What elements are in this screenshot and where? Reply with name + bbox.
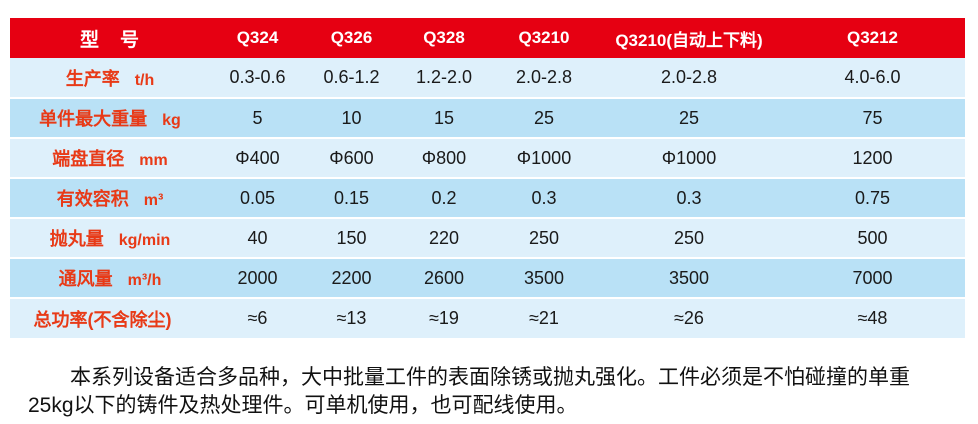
spec-value: 0.05 (210, 177, 305, 218)
row-unit-text: kg/min (118, 232, 171, 249)
row-label-text: 生产率 (65, 68, 120, 89)
spec-value: 4.0-6.0 (844, 67, 901, 87)
row-label-text: 单件最大重量 (39, 109, 148, 129)
spec-value: 0.6-1.2 (323, 67, 380, 87)
spec-row-shot-flow: 抛丸量 kg/min 40 150 220 250 250 500 (10, 217, 965, 258)
row-label-text: 端盘直径 (52, 149, 125, 169)
spec-value: Φ600 (305, 137, 398, 178)
table-header-row: 型 号 Q324 Q326 Q328 Q3210 Q3210(自动上下料) Q3… (10, 18, 965, 58)
row-label-text: 总功率(不含除尘) (33, 309, 172, 330)
spec-value: 2200 (305, 257, 398, 298)
description-line-1: 本系列设备适合多品种，大中批量工件的表面除锈或抛丸强化。工件必须是不怕碰撞的单重 (70, 366, 910, 389)
model-header-q326: Q326 (330, 28, 373, 47)
spec-value: Φ1000 (598, 137, 780, 178)
spec-value: 250 (490, 217, 598, 258)
row-unit-text: mm (139, 152, 168, 169)
spec-value: 1.2-2.0 (415, 67, 473, 87)
spec-value: 2600 (398, 257, 490, 298)
spec-value: 0.15 (305, 177, 398, 218)
spec-value: Φ400 (210, 137, 305, 178)
spec-value: Φ1000 (490, 137, 598, 178)
row-label-disc-diameter: 端盘直径 mm (10, 137, 210, 178)
spec-value: 10 (305, 97, 398, 138)
row-label-total-power: 总功率(不含除尘) (10, 297, 210, 338)
spec-value: 25 (598, 97, 780, 138)
row-label-shot-flow: 抛丸量 kg/min (10, 217, 210, 258)
row-label-production-rate: 生产率 t/h (10, 58, 210, 98)
spec-row-max-piece-weight: 单件最大重量 kg 5 10 15 25 25 75 (10, 97, 965, 138)
header-model-label: 型 号 (79, 29, 140, 51)
spec-value: 2000 (210, 257, 305, 298)
row-label-max-piece-weight: 单件最大重量 kg (10, 97, 210, 138)
spec-value: 1200 (780, 137, 965, 178)
row-label-text: 有效容积 (56, 189, 129, 209)
spec-value: 150 (305, 217, 398, 258)
spec-value: 0.3-0.6 (229, 67, 286, 87)
spec-value: 0.3 (490, 177, 598, 218)
spec-row-air-volume: 通风量 m³/h 2000 2200 2600 3500 3500 7000 (10, 257, 965, 298)
spec-value: 40 (210, 217, 305, 258)
spec-value: 3500 (490, 257, 598, 298)
spec-value: Φ800 (398, 137, 490, 178)
spec-value: 500 (780, 217, 965, 258)
spec-value: 0.3 (598, 177, 780, 218)
row-label-text: 抛丸量 (49, 229, 104, 249)
spec-value: 5 (210, 97, 305, 138)
spec-value: 2.0-2.8 (660, 67, 718, 87)
spec-row-total-power: 总功率(不含除尘) ≈6 ≈13 ≈19 ≈21 ≈26 ≈48 (10, 297, 965, 338)
spec-value: 7000 (780, 257, 965, 298)
spec-value: ≈21 (490, 297, 598, 338)
row-label-effective-volume: 有效容积 m³ (10, 177, 210, 218)
spec-value: ≈6 (210, 297, 305, 338)
model-header-q3210-auto: Q3210(自动上下料) (615, 30, 763, 50)
model-header-q324: Q324 (236, 28, 279, 47)
spec-value: 250 (598, 217, 780, 258)
row-label-air-volume: 通风量 m³/h (10, 257, 210, 298)
description-line-2: 25kg以下的铸件及热处理件。可单机使用，也可配线使用。 (28, 394, 578, 417)
row-unit-text: kg (162, 112, 181, 129)
row-unit-text: t/h (134, 71, 155, 89)
spec-value: 2.0-2.8 (515, 67, 573, 87)
spec-value: 220 (398, 217, 490, 258)
spec-value: 15 (398, 97, 490, 138)
spec-table: 型 号 Q324 Q326 Q328 Q3210 Q3210(自动上下料) Q3… (10, 18, 965, 338)
spec-row-disc-diameter: 端盘直径 mm Φ400 Φ600 Φ800 Φ1000 Φ1000 1200 (10, 137, 965, 178)
spec-value: ≈26 (598, 297, 780, 338)
spec-value: 75 (780, 97, 965, 138)
row-label-text: 通风量 (58, 269, 113, 289)
spec-value: 0.2 (398, 177, 490, 218)
spec-value: 0.75 (780, 177, 965, 218)
spec-row-effective-volume: 有效容积 m³ 0.05 0.15 0.2 0.3 0.3 0.75 (10, 177, 965, 218)
spec-value: 3500 (598, 257, 780, 298)
row-unit-text: m³ (143, 192, 164, 209)
spec-value: ≈19 (398, 297, 490, 338)
model-header-q3212: Q3212 (846, 28, 899, 47)
spec-value: 25 (490, 97, 598, 138)
spec-row-production-rate: 生产率 t/h 0.3-0.6 0.6-1.2 1.2-2.0 2.0-2.8 2… (10, 58, 965, 98)
description-paragraph: 本系列设备适合多品种，大中批量工件的表面除锈或抛丸强化。工件必须是不怕碰撞的单重… (28, 364, 958, 420)
spec-value: ≈48 (780, 297, 965, 338)
spec-value: ≈13 (305, 297, 398, 338)
model-header-q328: Q328 (423, 28, 465, 47)
row-unit-text: m³/h (127, 272, 162, 289)
model-header-q3210: Q3210 (518, 28, 570, 47)
